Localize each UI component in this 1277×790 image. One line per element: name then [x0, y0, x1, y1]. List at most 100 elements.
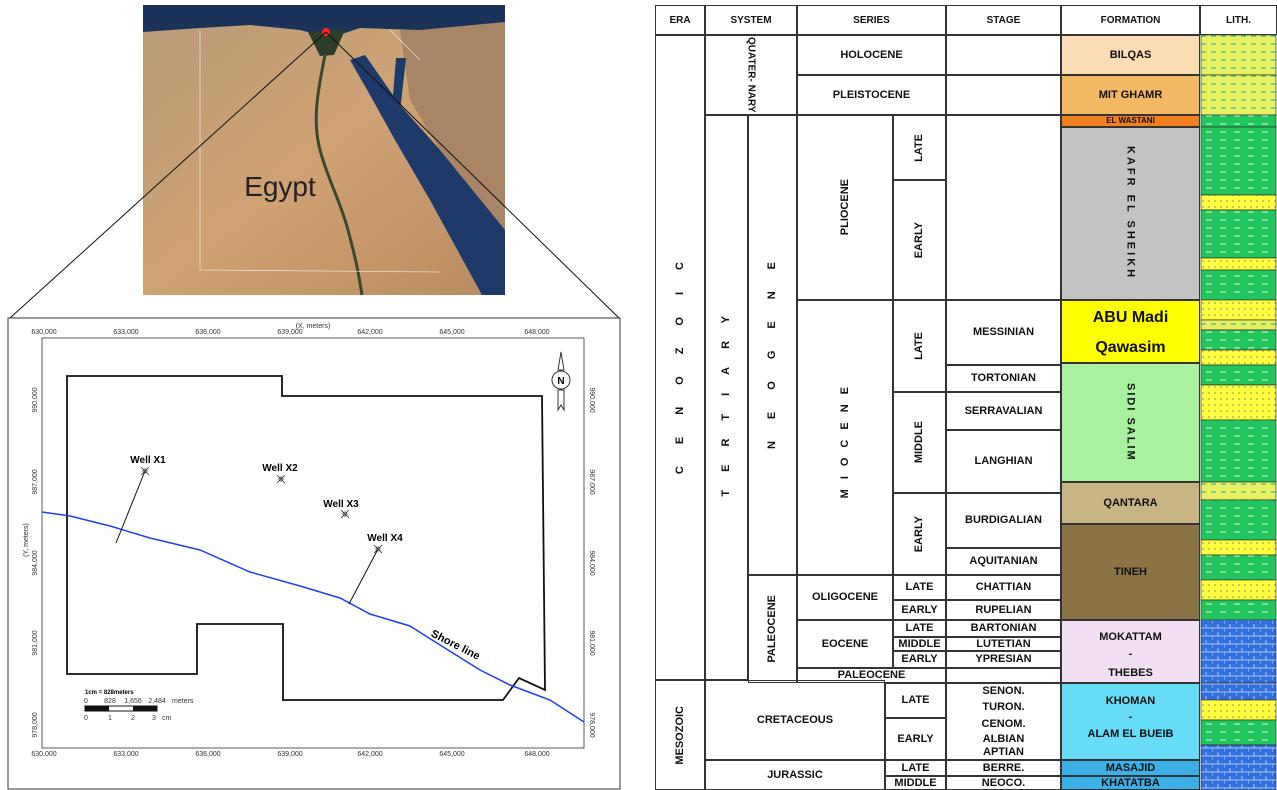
cell-text: CRETACEOUS: [757, 714, 833, 726]
cell-text: AQUITANIAN: [969, 555, 1037, 567]
table-cell: -: [1061, 712, 1200, 722]
table-cell: MOKATTAM: [1061, 626, 1200, 648]
cell-text: NEOGENE: [766, 240, 778, 449]
cell-text: EL WASTANI: [1106, 117, 1155, 126]
y-tick-label: 987,000: [32, 469, 39, 494]
table-cell: CENOM.: [946, 716, 1061, 732]
table-cell: CHATTIAN: [946, 575, 1061, 600]
x-tick-label: 642,000: [357, 329, 382, 336]
cell-text: TERTIARY: [720, 298, 732, 497]
cell-text: SENON.: [982, 685, 1024, 697]
cell-text: PALEOCENE: [766, 595, 778, 663]
cell-text: STAGE: [987, 15, 1021, 26]
table-cell: SYSTEM: [705, 5, 797, 35]
y-tick-label: 981,000: [32, 630, 39, 655]
x-tick-label: 633,000: [113, 329, 138, 336]
y-tick-label: 978,000: [588, 712, 595, 737]
cell-text: MIT GHAMR: [1099, 89, 1163, 101]
y-tick-label: 984,000: [32, 550, 39, 575]
scale-label: 0: [84, 698, 88, 705]
table-cell: FORMATION: [1061, 5, 1200, 35]
empty-cell: [946, 75, 1061, 115]
map-label: Egypt: [244, 171, 316, 202]
cell-text: HOLOCENE: [840, 49, 902, 61]
cell-text: LATE: [906, 622, 934, 634]
table-cell: HOLOCENE: [797, 35, 946, 75]
cell-text: LUTETIAN: [976, 638, 1030, 650]
table-cell: KAFR EL SHEIKH: [1061, 127, 1200, 300]
cell-text: EARLY: [901, 653, 937, 665]
table-cell: STAGE: [946, 5, 1061, 35]
cell-text: SIDI SALIM: [1124, 383, 1136, 462]
cell-text: CENOM.: [982, 718, 1026, 730]
cell-text: -: [1129, 648, 1133, 660]
table-cell: LUTETIAN: [946, 637, 1061, 651]
table-cell: EOCENE: [797, 620, 893, 668]
cell-text: LATE: [906, 581, 934, 593]
scale-label: 1,656: [124, 698, 142, 705]
north-label: N: [557, 376, 564, 387]
scale-title: 1cm = 828meters: [85, 690, 134, 696]
table-cell: KHATATBA: [1061, 776, 1200, 790]
table-cell: NEOCO.: [946, 776, 1061, 790]
page: Egypt 630,000630,000633,000633,000636,00…: [0, 0, 1277, 790]
cell-text: RUPELIAN: [975, 604, 1031, 616]
table-cell: TINEH: [1061, 524, 1200, 620]
table-cell: APTIAN: [946, 746, 1061, 759]
cell-text: KHOMAN: [1106, 695, 1156, 707]
cell-text: MIDDLE: [913, 421, 925, 463]
well-label: Well X3: [323, 499, 359, 510]
x-tick-label: 648,000: [524, 751, 549, 758]
cell-text: SERIES: [853, 15, 890, 26]
cell-text: EARLY: [913, 222, 925, 258]
table-cell: OLIGOCENE: [797, 575, 893, 620]
cell-text: ABU Madi: [1093, 309, 1169, 327]
cell-text: NEOCO.: [982, 777, 1025, 789]
table-cell: SERIES: [797, 5, 946, 35]
table-cell: AQUITANIAN: [946, 548, 1061, 575]
table-cell: YPRESIAN: [946, 651, 1061, 668]
table-cell: MESSINIAN: [946, 300, 1061, 365]
cell-text: MESOZOIC: [674, 706, 686, 765]
well-label: Well X1: [130, 455, 166, 466]
table-cell: EARLY: [893, 600, 946, 620]
table-cell: PLIOCENE: [797, 115, 893, 300]
x-tick-label: 639,000: [277, 751, 302, 758]
empty-cell: [946, 115, 1061, 300]
cell-text: EARLY: [897, 733, 933, 745]
cell-text: ALBIAN: [983, 733, 1025, 745]
x-tick-label: 639,000: [277, 329, 302, 336]
scale-label: cm: [162, 715, 172, 722]
table-cell: BILQAS: [1061, 35, 1200, 75]
satellite-map: Egypt: [143, 5, 505, 295]
cell-text: MOKATTAM: [1099, 631, 1162, 643]
cell-text: BILQAS: [1110, 49, 1152, 61]
y-tick-label: 978,000: [32, 712, 39, 737]
cell-text: EARLY: [913, 516, 925, 552]
cell-text: LATE: [913, 332, 925, 360]
scale-label: 3: [152, 715, 156, 722]
table-cell: PALEOCENE: [797, 668, 946, 683]
table-cell: CENOZOIC: [655, 35, 705, 680]
x-tick-label: 636,000: [195, 751, 220, 758]
cell-text: FORMATION: [1101, 15, 1161, 26]
table-cell: MESOZOIC: [655, 680, 705, 790]
cell-text: APTIAN: [983, 746, 1024, 758]
table-cell: ABU Madi: [1061, 303, 1200, 333]
cell-text: TINEH: [1114, 566, 1147, 578]
table-cell: JURASSIC: [705, 760, 885, 790]
table-cell: PLEISTOCENE: [797, 75, 946, 115]
empty-cell: [1200, 35, 1277, 790]
table-cell: LANGHIAN: [946, 430, 1061, 493]
cell-text: EOCENE: [822, 638, 868, 650]
cell-text: SYSTEM: [730, 15, 771, 26]
table-cell: EARLY: [885, 718, 946, 760]
scale-label: 2: [131, 715, 135, 722]
cell-text: CHATTIAN: [976, 581, 1031, 593]
table-cell: Qawasim: [1061, 333, 1200, 362]
y-tick-label: 990,000: [588, 387, 595, 412]
table-cell: MIDDLE: [885, 776, 946, 790]
table-cell: LATE: [893, 115, 946, 180]
y-tick-label: 981,000: [588, 630, 595, 655]
x-tick-label: 630,000: [31, 751, 56, 758]
